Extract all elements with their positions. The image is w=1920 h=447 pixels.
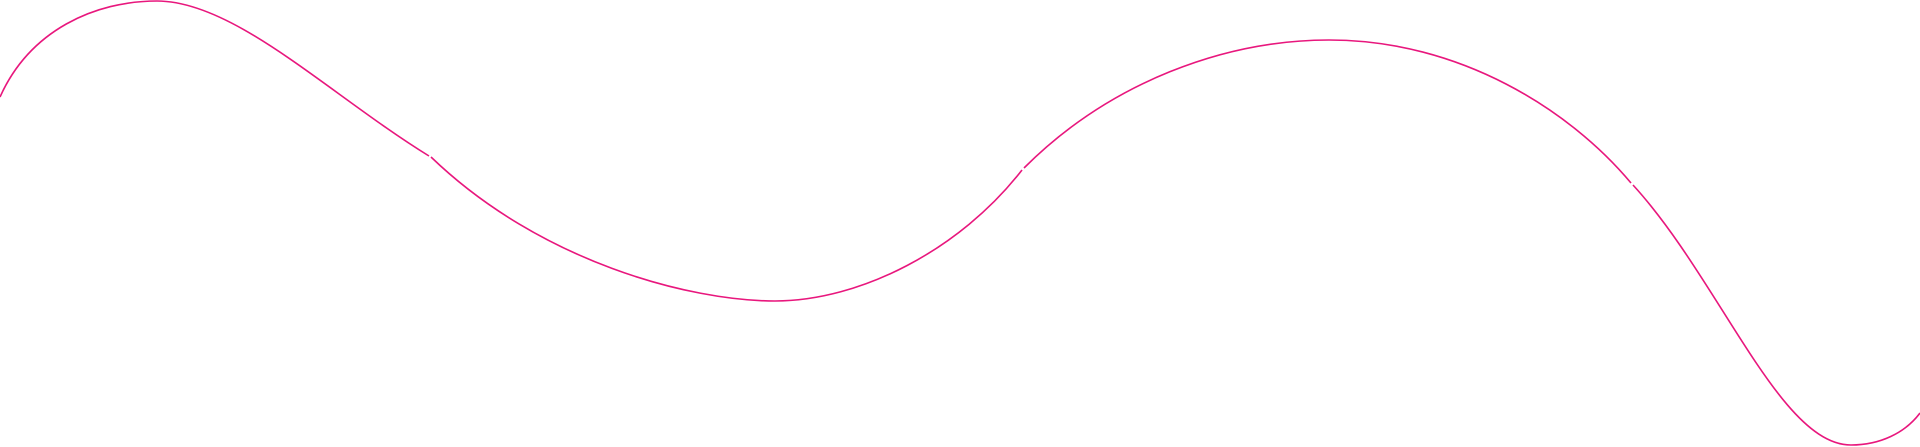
wave-segment-1	[0, 0, 430, 157]
wave-segment-3	[1023, 39, 1632, 184]
wave-segment-2	[430, 156, 1023, 302]
wave-segment-4	[1632, 184, 1920, 446]
